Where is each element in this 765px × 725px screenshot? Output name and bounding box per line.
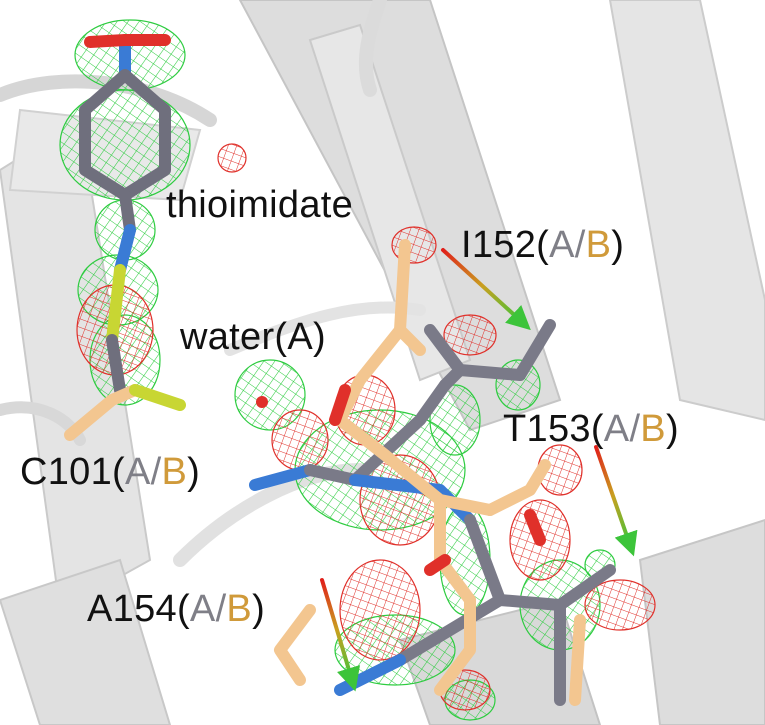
c101-residue: [64, 384, 186, 441]
chain-b-tag: B: [640, 408, 666, 450]
loop-tube: [358, 0, 387, 97]
residue-name: I152(: [461, 224, 550, 266]
chain-b-tag: B: [226, 588, 253, 630]
chain-a-tag: A: [189, 588, 216, 630]
close-paren: ): [665, 408, 679, 450]
chain-a-tag: A: [549, 224, 575, 266]
slash: /: [574, 224, 586, 266]
a154-shift-arrow: [320, 578, 361, 692]
t153-shift-arrow: [594, 445, 638, 557]
water-molecule: [256, 396, 268, 408]
close-paren: ): [187, 451, 201, 493]
i152-label: I152(A/B): [461, 226, 624, 264]
slash: /: [629, 408, 641, 450]
peptide-chain-b: [274, 239, 586, 706]
t153-label: T153(A/B): [503, 410, 679, 448]
chain-a-tag: A: [603, 408, 630, 450]
residue-name: A154(: [87, 588, 190, 630]
thioimidate-label: thioimidate: [166, 184, 354, 226]
a154-label: A154(A/B): [87, 590, 265, 628]
beta-strand: [638, 518, 765, 725]
thioimidate-ligand: [79, 34, 171, 396]
c101-label: C101(A/B): [20, 453, 200, 491]
close-paren: ): [611, 224, 625, 266]
slash: /: [150, 451, 162, 493]
displacement-arrows: [320, 248, 638, 692]
beta-strand: [308, 23, 472, 382]
residue-name: C101(: [20, 451, 125, 493]
chain-b-tag: B: [161, 451, 188, 493]
beta-strand: [608, 0, 765, 422]
chain-a-tag: A: [125, 451, 151, 493]
chain-b-tag: B: [585, 224, 612, 266]
beta-strand: [0, 558, 172, 725]
residue-name: T153(: [503, 408, 604, 450]
close-paren: ): [252, 588, 266, 630]
slash: /: [215, 588, 227, 630]
water-label: water(A): [180, 316, 326, 358]
i152-shift-arrow: [441, 248, 531, 331]
peptide-chain-a: [249, 319, 616, 706]
